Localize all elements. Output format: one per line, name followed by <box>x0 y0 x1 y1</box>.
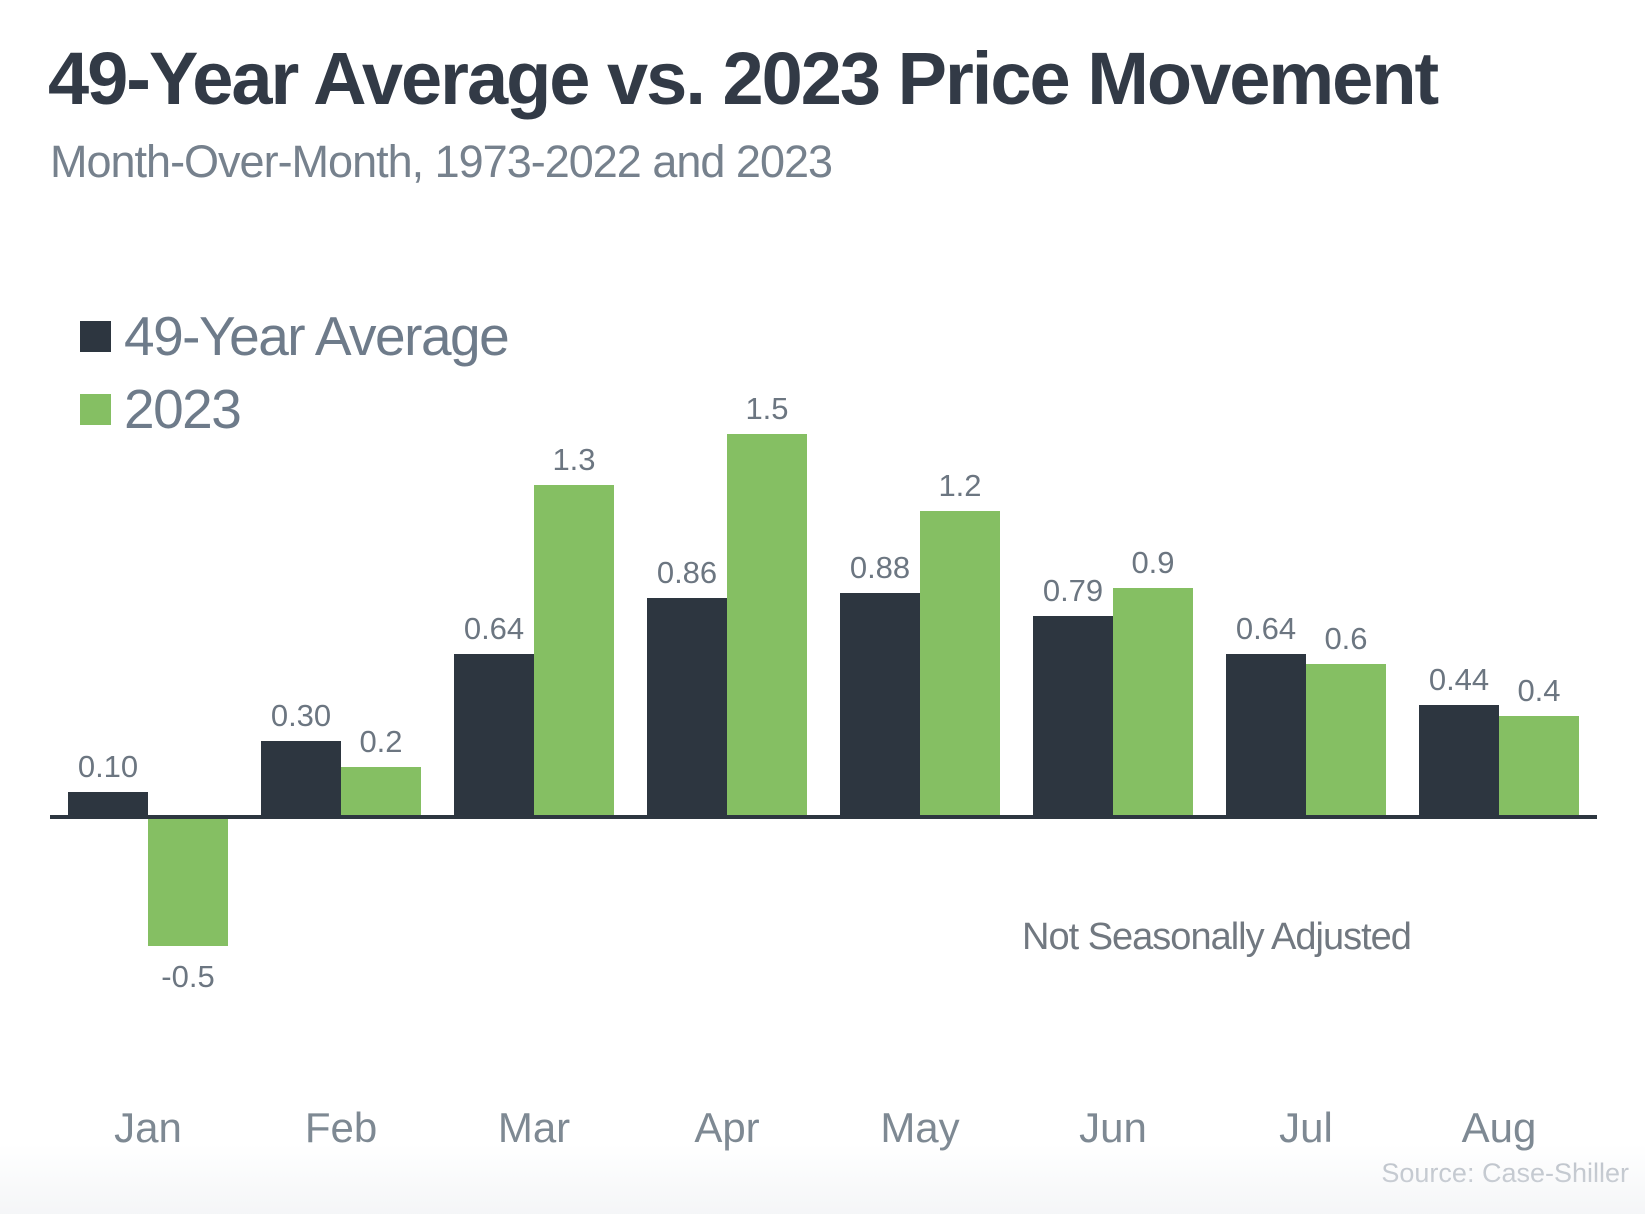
bar-value-label-2023-mar: 1.3 <box>552 442 596 477</box>
bar-2023-may <box>920 511 1000 818</box>
bar-value-label-2023-jul: 0.6 <box>1324 621 1368 656</box>
bar-value-label-avg-jan: 0.10 <box>77 749 139 784</box>
bar-avg-jul <box>1226 654 1306 818</box>
bar-avg-mar <box>454 654 534 818</box>
bar-2023-jun <box>1113 588 1193 818</box>
bar-2023-jul <box>1306 664 1386 818</box>
not-seasonally-adjusted-note: Not Seasonally Adjusted <box>1022 916 1412 958</box>
bar-value-label-avg-may: 0.88 <box>849 550 911 585</box>
bar-avg-apr <box>647 598 727 818</box>
bar-avg-jan <box>68 792 148 818</box>
bar-2023-jan <box>148 818 228 946</box>
x-tick-aug: Aug <box>1461 1104 1537 1151</box>
bar-value-label-avg-feb: 0.30 <box>270 698 332 733</box>
x-tick-jan: Jan <box>114 1104 182 1151</box>
bar-value-label-avg-mar: 0.64 <box>463 611 525 646</box>
chart-subtitle: Month-Over-Month, 1973-2022 and 2023 <box>50 136 833 187</box>
bar-value-label-avg-jul: 0.64 <box>1235 611 1297 646</box>
bar-2023-feb <box>341 767 421 818</box>
bar-avg-aug <box>1419 705 1499 818</box>
bar-2023-mar <box>534 485 614 818</box>
bar-value-label-2023-aug: 0.4 <box>1517 673 1561 708</box>
legend-swatch-average <box>80 320 111 352</box>
bar-avg-may <box>840 593 920 818</box>
bar-value-label-avg-apr: 0.86 <box>656 555 718 590</box>
x-tick-may: May <box>880 1104 960 1151</box>
bar-value-label-2023-may: 1.2 <box>938 468 982 503</box>
legend-swatch-2023 <box>80 393 111 425</box>
legend: 49-Year Average 2023 <box>80 305 510 440</box>
bar-2023-apr <box>727 434 807 818</box>
x-axis-line <box>50 815 1597 819</box>
x-tick-apr: Apr <box>694 1104 760 1151</box>
legend-label-average: 49-Year Average <box>124 305 510 367</box>
legend-item-2023: 2023 <box>80 378 508 440</box>
bar-value-label-avg-aug: 0.44 <box>1428 662 1490 697</box>
x-tick-mar: Mar <box>497 1104 571 1151</box>
chart-title: 49-Year Average vs. 2023 Price Movement <box>48 37 1439 120</box>
legend-label-2023: 2023 <box>124 378 242 440</box>
bar-avg-jun <box>1033 616 1113 818</box>
bar-value-label-2023-jun: 0.9 <box>1131 545 1175 580</box>
bar-avg-feb <box>261 741 341 818</box>
x-tick-feb: Feb <box>304 1104 378 1151</box>
bar-value-label-2023-jan: -0.5 <box>161 959 215 994</box>
bar-value-label-2023-feb: 0.2 <box>359 724 403 759</box>
source-attribution: Source: Case-Shiller <box>1381 1158 1629 1188</box>
x-tick-jun: Jun <box>1079 1104 1147 1151</box>
bar-value-label-2023-apr: 1.5 <box>745 391 789 426</box>
bar-value-label-avg-jun: 0.79 <box>1042 573 1104 608</box>
x-tick-jul: Jul <box>1279 1104 1333 1151</box>
legend-item-average: 49-Year Average <box>80 305 510 367</box>
bar-2023-aug <box>1499 716 1579 818</box>
